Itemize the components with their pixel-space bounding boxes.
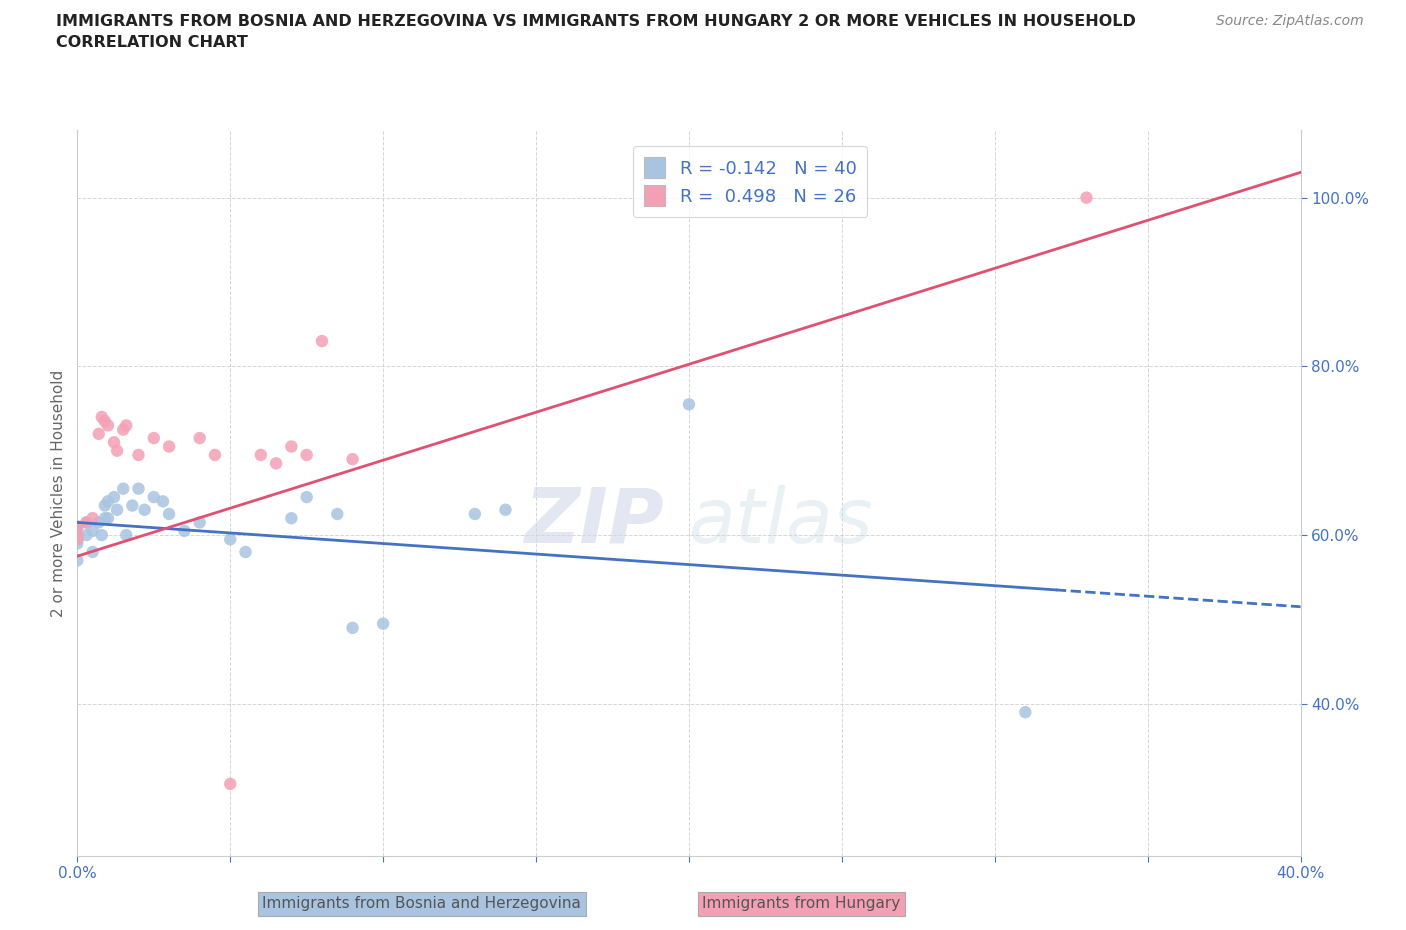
Point	[90, 409, 112, 424]
Point	[188, 431, 211, 445]
Point	[219, 777, 242, 791]
Point	[66, 536, 89, 551]
Point	[66, 553, 89, 568]
Point	[295, 447, 318, 462]
Point	[97, 418, 120, 432]
Point	[280, 439, 302, 454]
Text: CORRELATION CHART: CORRELATION CHART	[56, 35, 247, 50]
Point	[105, 502, 128, 517]
Point	[103, 490, 125, 505]
Point	[115, 527, 138, 542]
Point	[1014, 705, 1036, 720]
Text: atlas: atlas	[689, 485, 873, 559]
Point	[280, 511, 302, 525]
Point	[94, 498, 117, 513]
Point	[188, 515, 211, 530]
Point	[173, 524, 195, 538]
Point	[342, 452, 364, 467]
Point	[112, 422, 135, 437]
Point	[219, 532, 242, 547]
Text: IMMIGRANTS FROM BOSNIA AND HERZEGOVINA VS IMMIGRANTS FROM HUNGARY 2 OR MORE VEHI: IMMIGRANTS FROM BOSNIA AND HERZEGOVINA V…	[56, 14, 1136, 29]
Point	[82, 511, 104, 525]
Point	[97, 511, 120, 525]
Point	[311, 334, 333, 349]
Point	[371, 617, 394, 631]
Point	[66, 532, 89, 547]
Point	[121, 498, 143, 513]
Point	[127, 447, 149, 462]
Point	[90, 527, 112, 542]
Point	[94, 414, 117, 429]
Point	[66, 527, 89, 542]
Point	[157, 439, 180, 454]
Point	[112, 481, 135, 496]
Text: Immigrants from Bosnia and Herzegovina: Immigrants from Bosnia and Herzegovina	[263, 897, 581, 911]
Point	[235, 544, 257, 559]
Point	[142, 490, 165, 505]
Point	[66, 519, 89, 534]
Point	[342, 620, 364, 635]
Point	[295, 490, 318, 505]
Point	[142, 431, 165, 445]
Point	[66, 532, 89, 547]
Point	[66, 519, 89, 534]
Text: Source: ZipAtlas.com: Source: ZipAtlas.com	[1216, 14, 1364, 28]
Point	[66, 519, 89, 534]
Point	[76, 527, 98, 542]
Text: ZIP: ZIP	[524, 485, 665, 559]
Point	[66, 532, 89, 547]
Legend: R = -0.142   N = 40, R =  0.498   N = 26: R = -0.142 N = 40, R = 0.498 N = 26	[633, 147, 868, 217]
Point	[66, 527, 89, 542]
Point	[76, 515, 98, 530]
Point	[157, 507, 180, 522]
Point	[204, 447, 226, 462]
Point	[94, 511, 117, 525]
Point	[495, 502, 517, 517]
Point	[1076, 191, 1098, 206]
Y-axis label: 2 or more Vehicles in Household: 2 or more Vehicles in Household	[51, 369, 66, 617]
Point	[464, 507, 486, 522]
Point	[87, 515, 110, 530]
Point	[82, 524, 104, 538]
Point	[152, 494, 174, 509]
Point	[103, 435, 125, 450]
Point	[105, 444, 128, 458]
Point	[87, 427, 110, 442]
Point	[115, 418, 138, 432]
Point	[134, 502, 156, 517]
Point	[76, 515, 98, 530]
Point	[127, 481, 149, 496]
Point	[326, 507, 349, 522]
Point	[264, 456, 287, 471]
Point	[82, 544, 104, 559]
Text: Immigrants from Hungary: Immigrants from Hungary	[702, 897, 901, 911]
Point	[250, 447, 273, 462]
Point	[678, 397, 700, 412]
Point	[97, 494, 120, 509]
